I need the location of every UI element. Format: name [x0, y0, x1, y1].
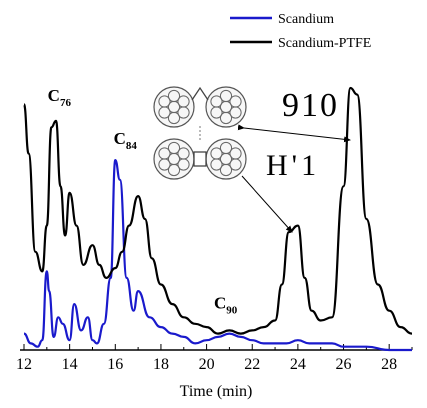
fullerene-cage-icon	[205, 138, 247, 180]
series-line-scandium-ptfe	[22, 86, 413, 335]
annotations-layer: C76 C84 C90	[48, 86, 238, 317]
x-tick-label: 28	[381, 356, 397, 373]
x-tick-label: 24	[290, 356, 306, 373]
legend-label: Scandium-PTFE	[278, 36, 371, 51]
axes-group: 12 14 16 18 20 22 24 26 28	[16, 344, 413, 373]
series-layer	[22, 86, 413, 352]
x-tick-label: 26	[336, 356, 352, 373]
x-axis-label: Time (min)	[180, 383, 253, 400]
x-tick-label: 14	[62, 356, 78, 373]
bridge-bond-icon	[191, 86, 209, 101]
x-tick-label: 16	[107, 356, 123, 373]
x-tick-label: 22	[244, 356, 260, 373]
x-tick-label: 12	[16, 356, 32, 373]
fullerene-cage-icon	[205, 86, 247, 128]
x-tick-label: 20	[199, 356, 215, 373]
x-tick-label: 18	[153, 356, 169, 373]
peak-label-c76: C76	[48, 86, 72, 109]
fullerene-cage-icon	[153, 138, 195, 180]
peak-label-c84: C84	[114, 129, 138, 152]
fullerene-cage-icon	[153, 86, 195, 128]
peak-label-c90: C90	[214, 293, 238, 316]
series-line-scandium	[23, 159, 412, 352]
handwritten-label: H'1	[266, 149, 320, 182]
arrow-to-peak-26	[237, 124, 351, 143]
legend: Scandium Scandium-PTFE	[230, 12, 371, 51]
bridge-bond-icon	[193, 151, 207, 167]
legend-label: Scandium	[278, 12, 334, 27]
molecule-structures-inset: 910 H'1	[153, 86, 351, 233]
arrow-to-peak-24	[241, 175, 293, 233]
handwritten-label: 910	[282, 87, 339, 124]
